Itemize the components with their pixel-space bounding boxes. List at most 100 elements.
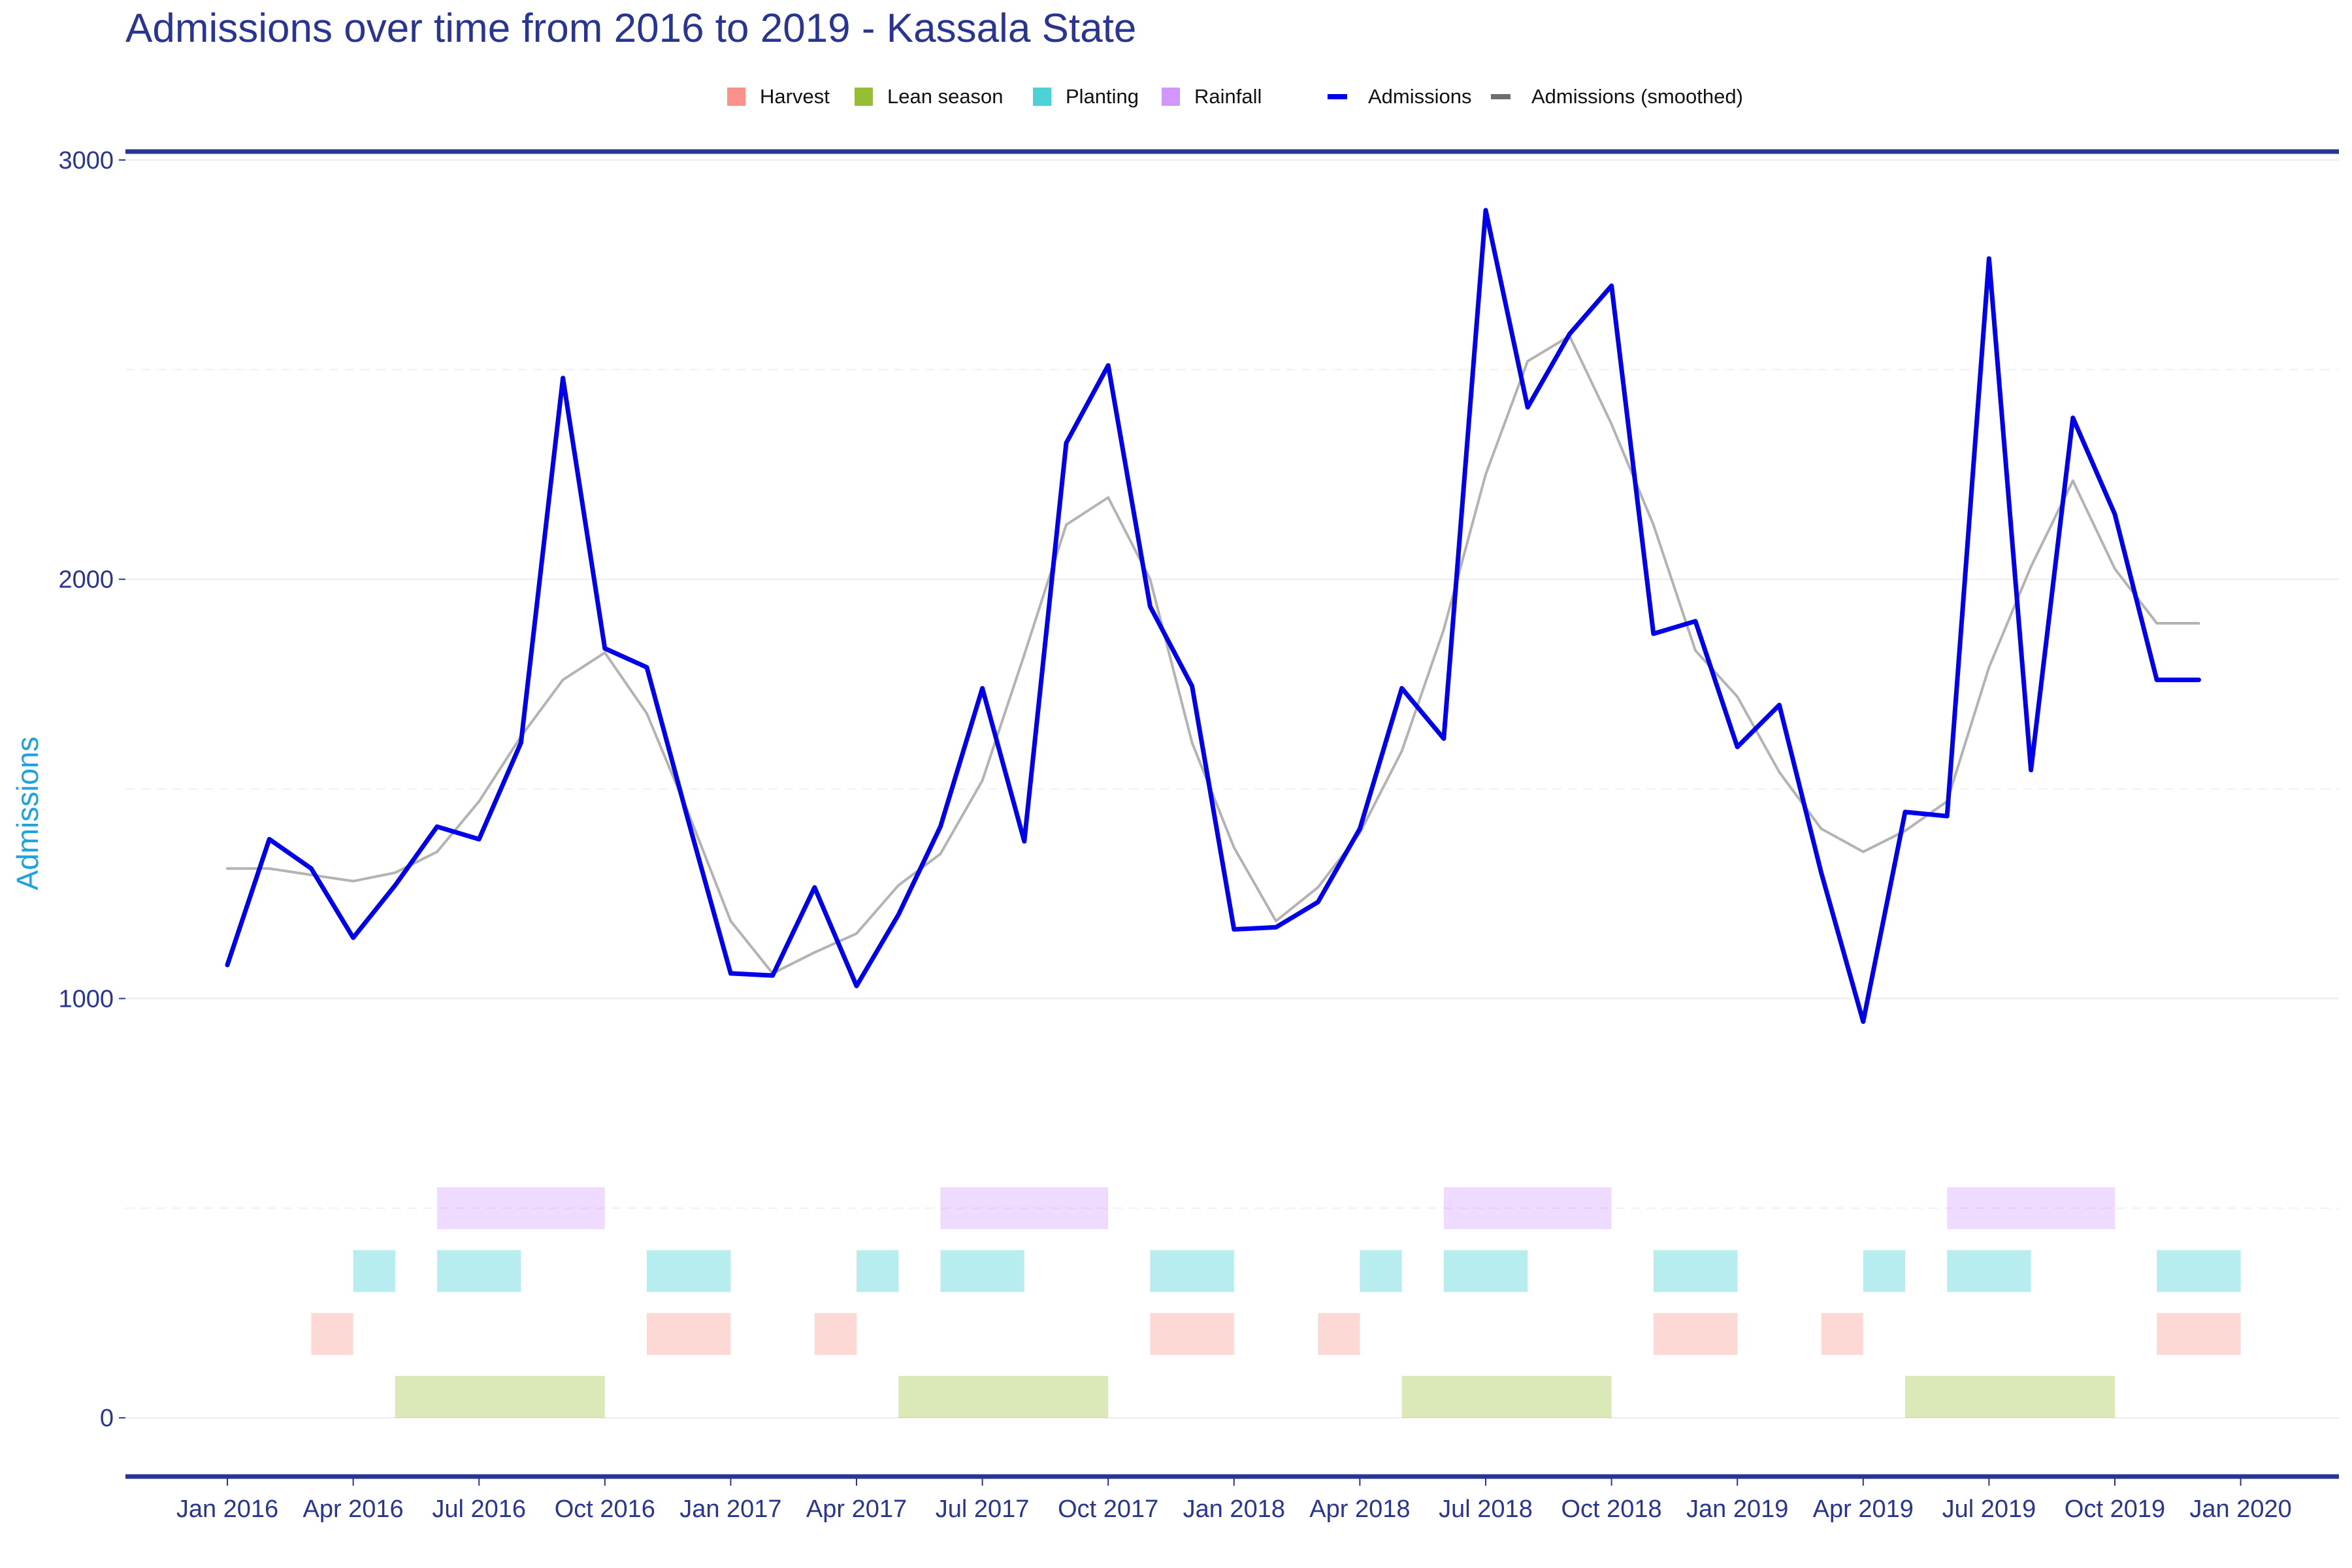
legend-item-harvest: Harvest xyxy=(727,82,830,111)
data-point-admissions-smoothed xyxy=(939,852,942,855)
data-point-admissions-smoothed xyxy=(1149,578,1152,581)
harvest-swatch xyxy=(727,88,745,106)
season-band-planting xyxy=(1360,1250,1402,1292)
season-band-lean-season xyxy=(395,1375,605,1418)
season-band-harvest xyxy=(1150,1313,1234,1355)
data-point-admissions-smoothed xyxy=(1484,473,1487,476)
data-point-admissions-smoothed xyxy=(1232,846,1235,849)
y-tick-label: 0 xyxy=(100,1405,114,1432)
admissions-line-key xyxy=(1328,94,1347,99)
season-band-rainfall xyxy=(940,1187,1109,1230)
data-point-admissions-smoothed xyxy=(1442,628,1445,631)
y-axis-title: Admissions xyxy=(10,736,44,890)
data-point-admissions-smoothed xyxy=(2029,565,2033,568)
legend-label-planting: Planting xyxy=(1066,85,1139,108)
y-tick-label: 3000 xyxy=(58,147,114,174)
data-point-admissions-smoothed xyxy=(1190,741,1194,744)
data-point-admissions-smoothed xyxy=(1275,919,1277,923)
x-tick-label: Jan 2016 xyxy=(176,1495,278,1523)
data-point-admissions-smoothed xyxy=(729,919,732,923)
chart-title: Admissions over time from 2016 to 2019 -… xyxy=(125,6,1137,51)
season-band-harvest xyxy=(2157,1313,2241,1355)
data-point-admissions-smoothed xyxy=(1107,496,1110,499)
x-tick-label: Jan 2018 xyxy=(1183,1495,1285,1523)
season-band-planting xyxy=(1863,1250,1905,1292)
x-tick-label: Apr 2018 xyxy=(1309,1495,1410,1523)
data-point-admissions-smoothed xyxy=(2155,621,2159,625)
data-point-admissions-smoothed xyxy=(226,867,229,870)
legend-label-harvest: Harvest xyxy=(760,85,830,108)
season-band-rainfall xyxy=(1947,1187,2115,1230)
data-point-admissions-smoothed xyxy=(561,678,564,681)
season-band-lean-season xyxy=(1905,1375,2115,1418)
data-point-admissions-smoothed xyxy=(1736,695,1739,698)
data-point-admissions-smoothed xyxy=(1861,850,1865,853)
planting-swatch xyxy=(1033,88,1051,106)
data-point-admissions-smoothed xyxy=(981,779,984,782)
rainfall-swatch xyxy=(1162,88,1180,106)
x-tick-label: Jan 2017 xyxy=(679,1495,781,1523)
x-tick-label: Oct 2019 xyxy=(2065,1495,2165,1523)
data-point-admissions-smoothed xyxy=(1022,653,1026,657)
x-tick-label: Oct 2016 xyxy=(555,1495,655,1523)
data-point-admissions-smoothed xyxy=(1820,827,1823,830)
data-point-admissions-smoothed xyxy=(1904,829,1906,832)
season-band-harvest xyxy=(311,1313,353,1355)
legend-item-lean-season: Lean season xyxy=(855,82,1004,111)
y-tick-label: 2000 xyxy=(58,566,114,594)
data-point-admissions-smoothed xyxy=(2197,621,2200,625)
smoothed-line-key xyxy=(1491,94,1511,99)
x-tick-label: Apr 2017 xyxy=(806,1495,907,1523)
data-point-admissions-smoothed xyxy=(1987,666,1991,669)
lean-season-swatch xyxy=(855,88,873,106)
legend-item-admissions-smoothed: Admissions (smoothed) xyxy=(1491,82,1743,111)
legend-item-rainfall: Rainfall xyxy=(1162,82,1262,111)
legend-label-lean-season: Lean season xyxy=(887,85,1004,108)
legend-label-rainfall: Rainfall xyxy=(1194,85,1262,108)
x-tick-label: Jul 2019 xyxy=(1942,1495,2036,1523)
data-point-admissions-smoothed xyxy=(1526,359,1529,363)
data-point-admissions-smoothed xyxy=(2071,479,2074,482)
data-point-admissions-smoothed xyxy=(478,800,481,803)
season-band-rainfall xyxy=(1443,1187,1612,1230)
season-band-harvest xyxy=(1653,1313,1738,1355)
y-tick-label: 1000 xyxy=(58,985,114,1013)
season-band-planting xyxy=(2157,1250,2241,1292)
season-band-harvest xyxy=(647,1313,731,1355)
series-line-admissions-smoothed xyxy=(226,335,2200,975)
season-band-rainfall xyxy=(437,1187,605,1230)
season-band-planting xyxy=(857,1250,899,1292)
data-point-admissions-smoothed xyxy=(1778,770,1781,774)
data-point-admissions-smoothed xyxy=(1065,523,1068,527)
data-point-admissions-smoothed xyxy=(855,932,858,935)
season-band-lean-season xyxy=(1401,1375,1612,1418)
data-point-admissions-smoothed xyxy=(1316,886,1320,889)
data-point-admissions-smoothed xyxy=(310,874,313,877)
data-point-admissions-smoothed xyxy=(436,850,438,853)
legend-item-admissions: Admissions xyxy=(1328,82,1472,111)
axes: 0 1000 2000 3000 Jan 2016 Apr 2016 Jul 2016 Oct… xyxy=(58,147,2339,1523)
legend-item-planting: Planting xyxy=(1033,82,1139,111)
data-point-admissions-smoothed xyxy=(897,884,900,887)
season-band-planting xyxy=(940,1250,1024,1292)
season-band-planting xyxy=(1947,1250,2031,1292)
legend-label-smoothed: Admissions (smoothed) xyxy=(1531,85,1743,108)
x-tick-label: Jan 2020 xyxy=(2189,1495,2291,1523)
series-line-admissions xyxy=(225,208,2201,1024)
data-point-admissions-smoothed xyxy=(393,871,397,874)
x-tick-label: Apr 2016 xyxy=(302,1495,403,1523)
grid-layer xyxy=(125,159,2339,1419)
x-tick-label: Oct 2018 xyxy=(1561,1495,1661,1523)
x-tick-label: Apr 2019 xyxy=(1813,1495,1914,1523)
legend-label-admissions: Admissions xyxy=(1368,85,1472,108)
data-point-admissions-smoothed xyxy=(645,711,648,715)
data-point-admissions-smoothed xyxy=(603,651,606,654)
x-tick-label: Jan 2019 xyxy=(1686,1495,1788,1523)
season-band-lean-season xyxy=(898,1375,1109,1418)
season-band-planting xyxy=(647,1250,731,1292)
season-band-planting xyxy=(1150,1250,1234,1292)
season-band-planting xyxy=(1443,1250,1528,1292)
season-band-planting xyxy=(437,1250,521,1292)
data-point-admissions-smoothed xyxy=(1400,749,1403,753)
